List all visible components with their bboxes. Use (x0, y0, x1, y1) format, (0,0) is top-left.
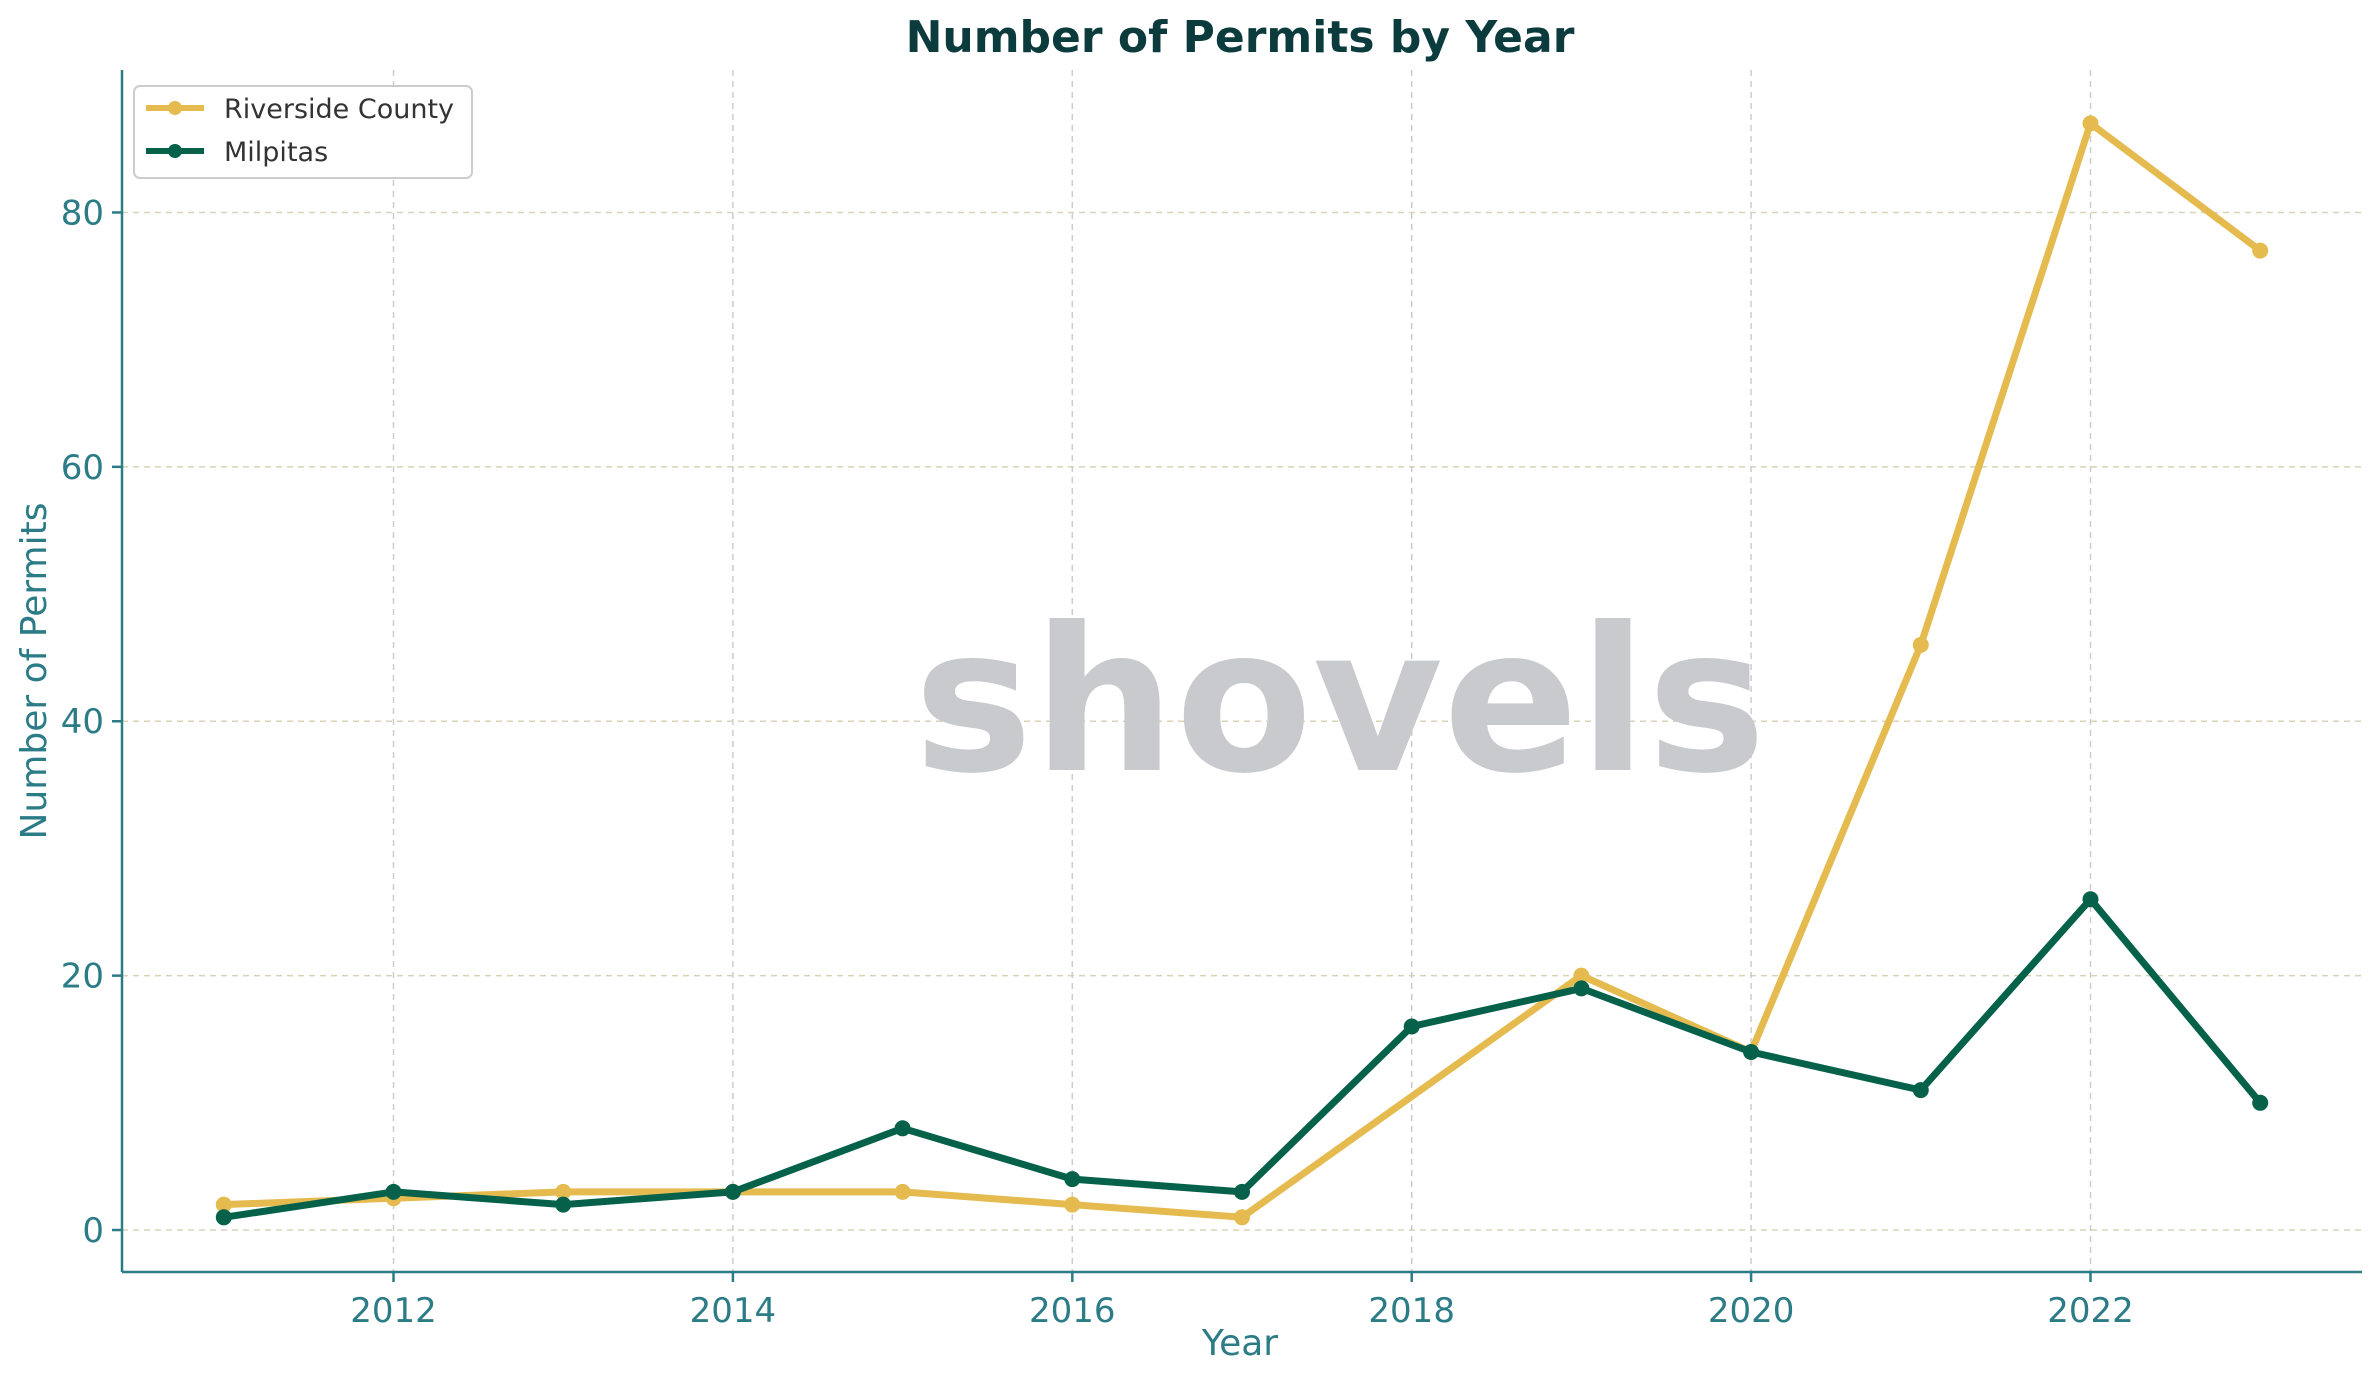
data-point-milpitas (2252, 1094, 2269, 1111)
data-point-milpitas (555, 1196, 572, 1213)
legend-label-milpitas: Milpitas (224, 137, 328, 168)
data-point-riverside-county (2082, 115, 2099, 132)
data-point-riverside-county (1064, 1196, 1081, 1213)
x-tick-label: 2018 (1368, 1291, 1455, 1331)
series-milpitas (215, 891, 2269, 1226)
y-tick-label: 60 (61, 448, 104, 488)
axes (120, 70, 2362, 1274)
x-tick-label: 2020 (1708, 1291, 1795, 1331)
x-axis-label: Year (1201, 1323, 1278, 1364)
legend-label-riverside-county: Riverside County (224, 94, 454, 125)
x-tick-label: 2022 (2047, 1291, 2134, 1331)
data-point-riverside-county (1573, 967, 1590, 984)
data-point-riverside-county (215, 1196, 232, 1213)
x-tick-label: 2014 (690, 1291, 777, 1331)
watermark-logo: shovels (914, 585, 1766, 818)
data-point-milpitas (2082, 891, 2099, 908)
data-point-milpitas (1064, 1171, 1081, 1188)
y-tick-label: 80 (61, 193, 104, 233)
data-point-milpitas (385, 1183, 402, 1200)
legend-box (133, 85, 473, 179)
legend-marker-milpitas (168, 144, 182, 158)
data-point-milpitas (894, 1120, 911, 1137)
data-point-milpitas (1912, 1082, 1929, 1099)
tick-labels: 0 20 40 60 80 2012 2014 2016 2018 2020 2022 (61, 193, 2134, 1331)
x-tick-label: 2016 (1029, 1291, 1116, 1331)
x-tick-label: 2012 (350, 1291, 437, 1331)
data-point-riverside-county (894, 1183, 911, 1200)
data-point-milpitas (1403, 1018, 1420, 1035)
series-line-milpitas (220, 895, 2264, 1221)
data-point-milpitas (1573, 980, 1590, 997)
legend-marker-riverside-county (168, 101, 182, 115)
chart-title: Number of Permits by Year (906, 12, 1575, 63)
y-axis-label: Number of Permits (14, 503, 55, 840)
legend: Riverside County Milpitas (133, 85, 473, 179)
data-point-milpitas (215, 1209, 232, 1226)
series-layer (215, 115, 2269, 1226)
y-tick-label: 20 (61, 957, 104, 997)
series-line-riverside-county (220, 119, 2264, 1221)
y-tick-label: 40 (61, 702, 104, 742)
watermark-text: shovels (914, 585, 1766, 818)
data-point-riverside-county (555, 1183, 572, 1200)
data-point-riverside-county (1912, 636, 1929, 653)
grid (122, 70, 2362, 1272)
data-point-riverside-county (2252, 242, 2269, 259)
data-point-milpitas (724, 1183, 741, 1200)
y-tick-label: 0 (82, 1211, 104, 1251)
data-point-riverside-county (1234, 1209, 1250, 1226)
data-point-milpitas (1743, 1044, 1760, 1060)
data-point-milpitas (1234, 1183, 1250, 1200)
